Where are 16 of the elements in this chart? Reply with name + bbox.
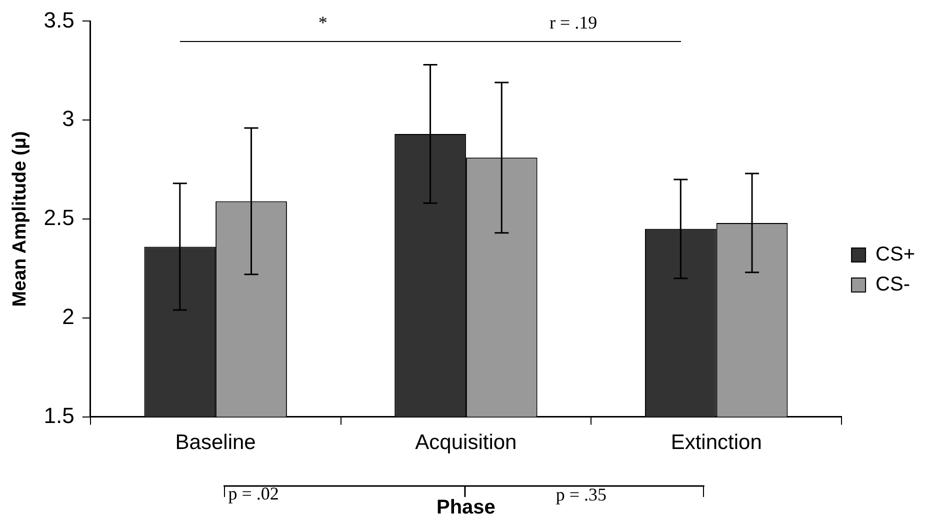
y-tick-label: 1.5	[44, 402, 74, 428]
annotation: r = .19	[549, 12, 598, 33]
legend-label: CS-	[876, 274, 910, 296]
text: p = .02	[228, 484, 279, 504]
x-axis-title: Phase	[436, 496, 496, 519]
x-tick-label: Baseline	[175, 431, 256, 454]
x-tick-label: Extinction	[670, 431, 762, 454]
x-tick-label: Acquisition	[415, 431, 517, 454]
y-tick-label: 2	[62, 304, 74, 329]
y-axis-title: Mean Amplitude (μ)	[10, 131, 31, 307]
annotation: *	[318, 12, 328, 33]
text: p = .35	[556, 484, 606, 505]
legend-label: CS+	[876, 244, 916, 266]
y-tick-label: 3.5	[44, 7, 74, 32]
y-tick-label: 2.5	[44, 205, 74, 230]
y-tick-label: 3	[62, 106, 74, 132]
